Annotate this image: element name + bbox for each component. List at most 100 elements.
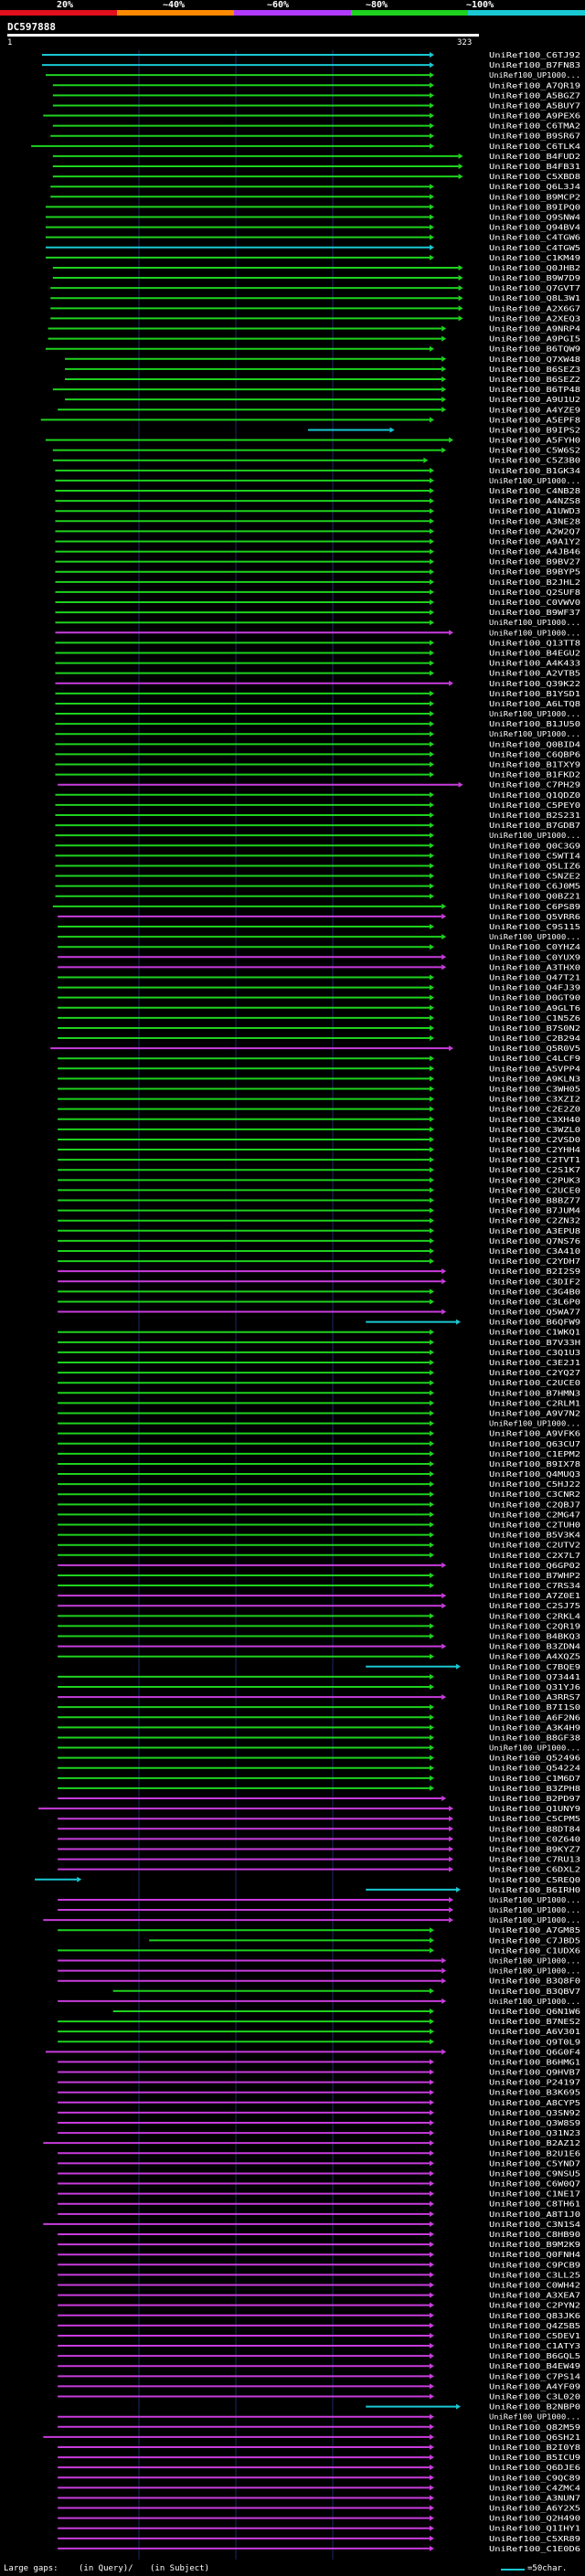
hit-arrowhead [449,1866,454,1872]
hit-arrowhead [430,1329,434,1335]
hit-label: UniRef100_Q4MUQ3 [489,1470,580,1479]
hit-label: UniRef100_C9QC89 [489,2474,580,2482]
hit-label: UniRef100_A4XQZ5 [489,1653,580,1661]
hit-label: UniRef100_A3THX0 [489,963,580,971]
hit-arrowhead [430,1197,434,1203]
scale-segment [0,10,117,16]
hit-label: UniRef100_A9GLT6 [489,1004,580,1012]
hit-arrowhead [430,558,434,565]
hit-label: UniRef100_C3XZI2 [489,1096,580,1104]
hit-arrowhead [430,924,434,930]
hit-label: UniRef100_Q6SH21 [489,2433,580,2442]
hit-arrowhead [430,711,434,717]
hit-label: UniRef100_Q9HVB7 [489,2069,580,2077]
hit-label: UniRef100_B6GQL5 [489,2352,580,2360]
hit-label: UniRef100_B7FN83 [489,61,580,69]
hit-label: UniRef100_B1JU50 [489,720,580,728]
hit-label: UniRef100_Q63CU7 [489,1440,580,1448]
hit-arrowhead [430,1623,434,1629]
hit-label: UniRef100_C2QBJ7 [489,1500,580,1509]
hit-label: UniRef100_B7GDB7 [489,822,580,830]
hit-label: UniRef100_UP1000... [489,710,580,718]
hit-arrowhead [389,427,395,433]
hit-label: UniRef100_Q0C3G9 [489,842,580,850]
hit-label: UniRef100_C6J0M5 [489,883,580,891]
hit-label: UniRef100_C3E2J1 [489,1359,580,1367]
hit-label: UniRef100_C5PEY0 [489,801,580,810]
hit-label: UniRef100_A5EPF8 [489,416,580,424]
hit-arrowhead [449,1806,454,1812]
hit-label: UniRef100_C2PYN2 [489,2302,580,2310]
hit-label: UniRef100_A5FYH0 [489,437,580,445]
hit-arrowhead [430,944,434,950]
hit-label: UniRef100_B6TP48 [489,386,580,394]
header: 20% ~40% ~60% ~80% ~100% DC597888 1 323 [0,0,585,48]
hit-label: UniRef100_UP1000... [489,1916,580,1924]
hit-arrowhead [430,1704,434,1711]
hit-label: UniRef100_C3WZL0 [489,1126,580,1134]
hit-label: UniRef100_C8HB90 [489,2231,580,2239]
hit-arrowhead [430,994,434,1001]
hit-label: UniRef100_C0Z640 [489,1835,580,1843]
hit-arrowhead [430,2242,434,2248]
hit-label: UniRef100_B5V3K4 [489,1532,580,1540]
hit-arrowhead [430,498,434,504]
hit-arrowhead [430,1542,434,1548]
hit-arrowhead [430,2545,434,2551]
hit-arrowhead [77,1876,82,1882]
hit-arrowhead [441,355,447,362]
hit-label: UniRef100_C3L6P0 [489,1298,580,1306]
hit-arrowhead [430,1420,434,1426]
hit-label: UniRef100_C7JBD5 [489,1936,580,1945]
hit-label: UniRef100_B4EW49 [489,2362,580,2370]
hit-label: UniRef100_C2UCE0 [489,1186,580,1194]
hit-arrowhead [430,417,434,423]
hit-arrowhead [430,1299,434,1305]
hit-label: UniRef100_A4NZS8 [489,497,580,505]
hit-arrowhead [430,1258,434,1265]
hit-arrowhead [430,2210,434,2217]
hit-arrowhead [430,893,434,899]
hit-arrowhead [430,2231,434,2238]
hit-label: UniRef100_Q5WA77 [489,1309,580,1317]
hit-arrowhead [430,1724,434,1731]
hit-arrowhead [441,1309,447,1315]
hit-label: UniRef100_Q82M59 [489,2423,580,2432]
hit-label: UniRef100_B9WF37 [489,609,580,617]
hit-label: UniRef100_B6HMG1 [489,2058,580,2066]
hit-label: UniRef100_C2E2Z0 [489,1106,580,1114]
hit-arrowhead [430,650,434,656]
hit-label: UniRef100_A3NUN7 [489,2494,580,2502]
hit-label: UniRef100_A9A1Y2 [489,537,580,546]
hit-label: UniRef100_C6TLK4 [489,143,580,151]
hit-arrowhead [449,680,454,686]
hit-arrowhead [430,1207,434,1214]
hit-arrowhead [430,1734,434,1741]
hit-arrowhead [441,325,447,332]
hit-arrowhead [430,224,434,230]
hit-label: UniRef100_A5BUY7 [489,101,580,110]
scale-segment [234,10,351,16]
hit-label: UniRef100_C6DXL2 [489,1866,580,1874]
hit-label: UniRef100_UP1000... [489,477,580,485]
hit-arrowhead [430,102,434,109]
hit-arrowhead [441,1593,447,1599]
hit-label: UniRef100_A7GM85 [489,1926,580,1935]
hit-arrowhead [430,133,434,139]
hit-label: UniRef100_C5CPM5 [489,1815,580,1823]
hit-label: UniRef100_C2RKL4 [489,1612,580,1620]
hit-label: UniRef100_A4JB46 [489,548,580,557]
hit-label: UniRef100_Q5LIZ6 [489,862,580,870]
hit-label: UniRef100_B6SEZ3 [489,366,580,374]
hit-arrowhead [430,548,434,555]
hit-arrowhead [430,1744,434,1751]
hit-label: UniRef100_B9BYP5 [489,568,580,577]
hit-arrowhead [430,2008,434,2014]
hit-label: UniRef100_UP1000... [489,1420,580,1428]
hit-arrowhead [458,315,463,322]
hit-label: UniRef100_UP1000... [489,832,580,840]
hit-label: UniRef100_B4FB31 [489,163,580,171]
hit-arrowhead [430,731,434,737]
hit-arrowhead [455,1663,461,1670]
hit-arrowhead [430,2535,434,2541]
